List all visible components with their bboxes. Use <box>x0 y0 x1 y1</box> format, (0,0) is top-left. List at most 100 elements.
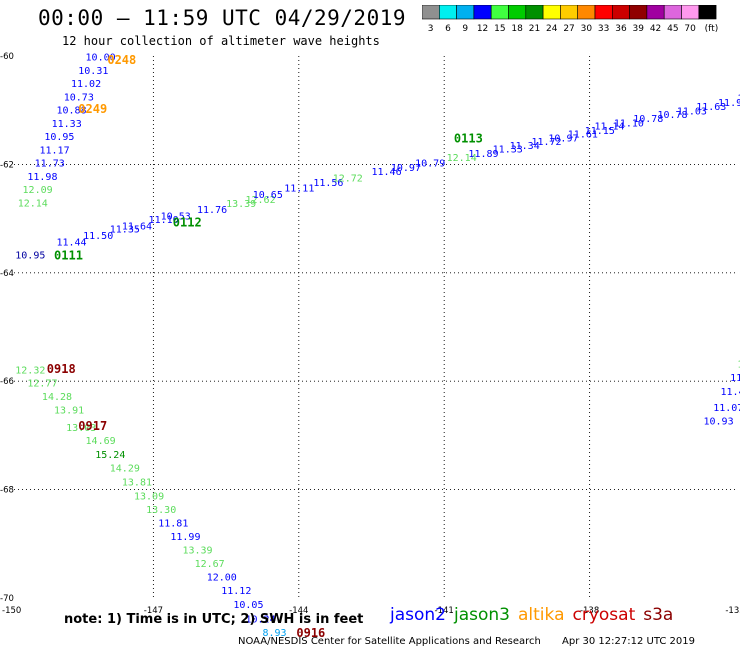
swh-value: 10.97 <box>391 163 421 174</box>
colorbar-label: 9 <box>462 24 468 34</box>
pass-time-label: 0917 <box>78 419 107 433</box>
swh-value: 10.97 <box>548 134 578 145</box>
swh-value: 11.34 <box>510 141 540 152</box>
swh-value: 12.77 <box>27 379 57 390</box>
pass-time-label: 0113 <box>454 132 483 146</box>
colorbar-label: 3 <box>428 24 434 34</box>
swh-value: 11.64 <box>122 221 152 232</box>
swh-value: 13.30 <box>146 505 176 516</box>
colorbar-label: 15 <box>494 24 505 34</box>
swh-value: 11.33 <box>493 144 523 155</box>
swh-value: 10.00 <box>86 52 116 63</box>
swh-value: 11.63 <box>696 102 726 113</box>
colorbar-label: 36 <box>615 24 627 34</box>
pass-time-label: 0918 <box>47 362 76 376</box>
legend-cryosat: cryosat <box>572 605 636 625</box>
swh-value: 11.98 <box>27 172 57 183</box>
colorbar-label: 21 <box>529 24 540 34</box>
swh-value: 13.54 <box>737 360 740 371</box>
swh-value: 10.73 <box>64 92 94 103</box>
lon-tick-label: -150 <box>2 606 21 616</box>
swh-value: 15.24 <box>95 450 125 461</box>
pass-time-label: 0248 <box>107 53 136 67</box>
page-subtitle: 12 hour collection of altimeter wave hei… <box>62 34 380 48</box>
pass-time-label: 0916 <box>296 626 325 640</box>
lat-tick-label: -60 <box>0 52 14 62</box>
lat-tick-label: -68 <box>0 486 14 496</box>
legend-jason2: jason2 <box>390 605 446 625</box>
swh-value: 13.91 <box>54 406 84 417</box>
footer-timestamp: Apr 30 12:27:12 UTC 2019 <box>562 636 695 647</box>
swh-value: 11.73 <box>35 159 65 170</box>
swh-value: 11.56 <box>313 178 343 189</box>
swh-value: 11.25 <box>730 373 740 384</box>
colorbar-label: 27 <box>563 24 574 34</box>
swh-value: 11.11 <box>284 184 314 195</box>
swh-value: 11.15 <box>585 126 615 137</box>
swh-value: 11.10 <box>614 118 644 129</box>
swh-value: 8.93 <box>262 628 286 639</box>
swh-value: 10.05 <box>233 600 263 611</box>
swh-value: 11.89 <box>468 149 498 160</box>
swh-value: 13.81 <box>122 477 152 488</box>
swh-value: 12.09 <box>23 185 53 196</box>
swh-value: 11.44 <box>56 238 86 249</box>
legend-altika: altika <box>518 605 565 625</box>
colorbar-label: 70 <box>684 24 696 34</box>
lon-tick-label: -147 <box>144 606 163 616</box>
lat-tick-label: -64 <box>0 269 14 279</box>
swh-value: 10.78 <box>657 110 687 121</box>
satellite-legend: jason2 jason3 altika cryosat s3a <box>390 605 681 625</box>
swh-value: 11.33 <box>52 119 82 130</box>
swh-value: 11.35 <box>110 225 140 236</box>
swh-value: 13.39 <box>182 546 212 557</box>
legend-jason3: jason3 <box>454 605 510 625</box>
colorbar-label: (ft) <box>705 24 719 34</box>
pass-time-label: 0249 <box>78 102 107 116</box>
colorbar-label: 45 <box>667 24 678 34</box>
swh-value: 12.32 <box>15 366 45 377</box>
swh-value: 12.14 <box>447 153 477 164</box>
map-axis-ticks: -150 -147 -144 -141 -138 -135 -60 -62 -64 -66 -68 -… <box>0 52 740 616</box>
swh-value: 14.29 <box>110 464 140 475</box>
units-note: note: 1) Time is in UTC; 2) SWH is in fe… <box>64 612 364 627</box>
lon-tick-label: -135 <box>725 606 740 616</box>
wave-observations: 10.00 10.31 11.02 10.73 10.88 11.33 10.95 11.17… <box>15 52 740 639</box>
swh-value: 14.69 <box>86 436 116 447</box>
swh-value: 10.53 <box>161 212 191 223</box>
swh-value: 11.03 <box>677 107 707 118</box>
lat-tick-label: -66 <box>0 377 14 387</box>
swh-value: 11.17 <box>40 146 70 157</box>
swh-value: 12.72 <box>333 174 363 185</box>
swh-value: 11.07 <box>713 403 740 414</box>
lat-tick-label: -62 <box>0 160 14 170</box>
pass-time-label: 0111 <box>54 248 83 262</box>
colorbar-label: 39 <box>633 24 645 34</box>
swh-value: 10.31 <box>78 66 108 77</box>
colorbar-label: 18 <box>511 24 523 34</box>
footer: NOAA/NESDIS Center for Satellite Applica… <box>238 636 695 647</box>
swh-value: 11.98 <box>718 98 740 109</box>
swh-value: 11.02 <box>71 79 101 90</box>
swh-value: 12.14 <box>18 199 48 210</box>
swh-value: 11.41 <box>720 387 740 398</box>
lat-tick-label: -70 <box>0 594 14 604</box>
pass-labels: 0248 0249 0113 0112 0111 0918 0917 0916 <box>47 53 483 640</box>
pass-time-label: 0112 <box>173 216 202 230</box>
page-title: 00:00 – 11:59 UTC 04/29/2019 <box>38 6 407 30</box>
color-scale-bar: 3 6 9 12 15 18 21 24 27 30 33 36 39 42 45 70 (ft) <box>422 5 719 34</box>
colorbar-swatch <box>698 5 717 20</box>
swh-value: 10.93 <box>703 417 733 428</box>
swh-value: 12.62 <box>245 195 275 206</box>
swh-value: 10.65 <box>253 190 283 201</box>
map-grid <box>14 56 735 600</box>
swh-value: 12.67 <box>195 559 225 570</box>
footer-credit: NOAA/NESDIS Center for Satellite Applica… <box>238 636 541 647</box>
swh-value: 10.95 <box>44 132 74 143</box>
swh-value: 12.00 <box>207 573 237 584</box>
colorbar-label: 30 <box>581 24 593 34</box>
swh-value: 11.72 <box>531 137 561 148</box>
colorbar-label: 24 <box>546 24 558 34</box>
legend-s3a: s3a <box>643 605 674 625</box>
swh-value: 11.76 <box>197 205 227 216</box>
